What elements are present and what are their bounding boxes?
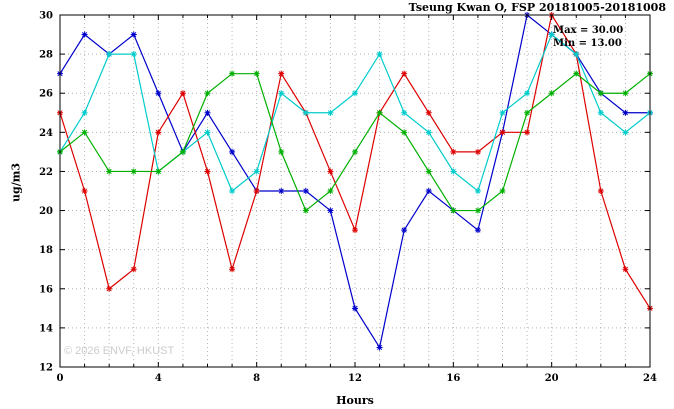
y-tick-label: 14 xyxy=(39,323,53,334)
y-tick-label: 18 xyxy=(39,245,53,256)
markers-series-red xyxy=(57,12,653,312)
x-tick-label: 4 xyxy=(155,373,162,384)
tick-labels: 0 4 8 12 16 20 24 12 14 16 18 20 22 24 26 28 30 xyxy=(39,11,657,385)
x-tick-label: 24 xyxy=(643,373,657,384)
y-tick-label: 12 xyxy=(39,363,53,374)
x-axis-label: Hours xyxy=(336,394,374,407)
min-annotation: Min = 13.00 xyxy=(553,38,622,49)
x-tick-label: 16 xyxy=(446,373,460,384)
axis-ticks xyxy=(59,14,651,368)
y-tick-label: 24 xyxy=(39,128,53,139)
x-tick-label: 8 xyxy=(253,373,260,384)
max-annotation: Max = 30.00 xyxy=(553,25,624,36)
x-tick-label: 20 xyxy=(545,373,559,384)
y-tick-label: 20 xyxy=(39,206,53,217)
y-tick-label: 22 xyxy=(39,167,53,178)
y-tick-label: 28 xyxy=(39,50,53,61)
y-tick-label: 16 xyxy=(39,284,53,295)
y-tick-label: 30 xyxy=(39,11,53,22)
watermark: © 2026 ENVF, HKUST xyxy=(64,345,175,357)
chart-title: Tseung Kwan O, FSP 20181005-20181008 xyxy=(408,1,666,14)
y-tick-label: 26 xyxy=(39,89,53,100)
max-min-annotation: Max = 30.00 Min = 13.00 xyxy=(553,24,623,50)
line-series-blue xyxy=(59,13,650,350)
gridlines xyxy=(59,14,651,368)
x-tick-label: 0 xyxy=(57,373,64,384)
y-axis-label: ug/m3 xyxy=(9,163,23,202)
markers-series-green xyxy=(57,70,653,214)
x-tick-label: 12 xyxy=(348,373,362,384)
